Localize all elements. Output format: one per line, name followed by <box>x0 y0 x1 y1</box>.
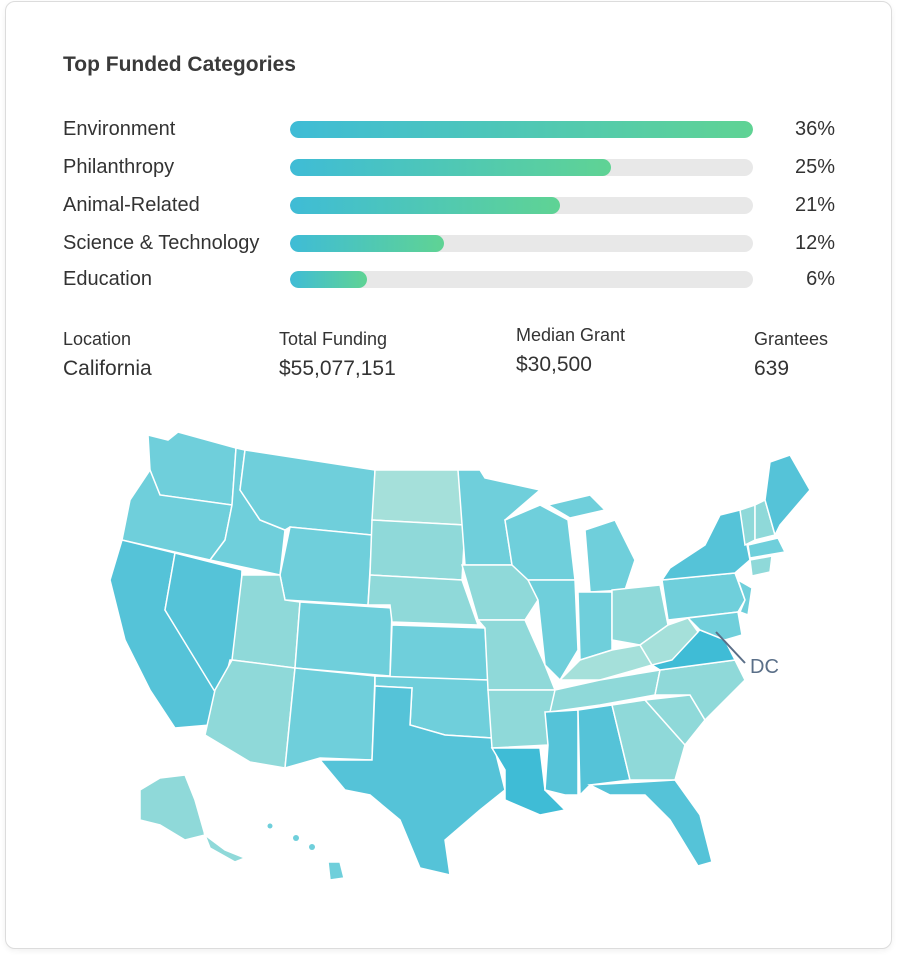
state-nebraska[interactable] <box>367 574 480 626</box>
state-kansas[interactable] <box>389 624 489 681</box>
category-bar-fill <box>290 271 368 288</box>
dc-callout-line <box>715 631 746 664</box>
state-michigan[interactable] <box>584 519 636 593</box>
category-bar-fill <box>290 235 445 252</box>
category-row: Education 6% <box>0 267 898 291</box>
category-row: Philanthropy 25% <box>0 155 898 179</box>
stat-value: $30,500 <box>516 353 592 376</box>
state-washington[interactable] <box>147 431 237 506</box>
state-hawaii-islet <box>293 835 299 841</box>
category-bar-fill <box>290 159 612 176</box>
stat-value: $55,077,151 <box>279 357 396 380</box>
state-hawaii[interactable] <box>327 861 345 881</box>
state-south-dakota[interactable] <box>369 519 466 581</box>
state-new-mexico[interactable] <box>284 667 376 770</box>
state-florida[interactable] <box>587 779 713 867</box>
state-north-dakota[interactable] <box>371 469 466 526</box>
state-mississippi[interactable] <box>544 709 579 796</box>
state-new-jersey[interactable] <box>736 578 753 617</box>
category-bar-fill <box>290 121 753 138</box>
category-row: Science & Technology 12% <box>0 231 898 255</box>
state-maryland[interactable] <box>686 611 743 641</box>
state-west-virginia[interactable] <box>639 617 699 666</box>
category-label: Animal-Related <box>63 194 200 216</box>
stat-label: Grantees <box>754 329 829 349</box>
category-label: Environment <box>63 118 176 140</box>
category-bar-track <box>290 197 753 214</box>
state-texas[interactable] <box>318 685 506 876</box>
stat-value: California <box>63 357 152 380</box>
state-hawaii-islet <box>267 823 273 829</box>
category-bar-track <box>290 235 753 252</box>
category-bar-track <box>290 121 753 138</box>
category-percent: 12% <box>794 232 835 254</box>
state-maine[interactable] <box>764 454 811 538</box>
state-indiana[interactable] <box>577 591 613 662</box>
category-percent: 21% <box>794 194 835 216</box>
stat-label: Total Funding <box>279 329 388 349</box>
stat-median-grant: Median Grant $30,500 <box>516 325 625 377</box>
dc-label: DC <box>750 656 779 678</box>
stat-value: 639 <box>754 357 790 380</box>
state-massachusetts[interactable] <box>747 537 787 559</box>
category-label: Philanthropy <box>63 156 175 178</box>
stat-location: Location California <box>63 329 152 381</box>
category-row: Environment 36% <box>0 117 898 141</box>
category-row: Animal-Related 21% <box>0 193 898 217</box>
category-bar-track <box>290 271 753 288</box>
state-colorado[interactable] <box>294 601 393 677</box>
category-percent: 36% <box>794 118 835 140</box>
state-michigan-upper[interactable] <box>546 494 607 519</box>
state-wyoming[interactable] <box>279 526 373 606</box>
state-georgia[interactable] <box>611 699 686 781</box>
state-new-york[interactable] <box>660 509 751 581</box>
state-louisiana[interactable] <box>490 747 567 816</box>
state-wisconsin[interactable] <box>504 504 576 581</box>
stat-label: Median Grant <box>516 325 626 345</box>
card-title: Top Funded Categories <box>63 53 296 76</box>
category-bar-track <box>290 159 753 176</box>
stat-grantees: Grantees 639 <box>754 329 828 381</box>
category-bar-fill <box>290 197 560 214</box>
stat-label: Location <box>63 329 132 349</box>
category-percent: 6% <box>806 268 835 290</box>
state-nevada[interactable] <box>164 552 243 702</box>
us-map: DC <box>109 431 811 881</box>
category-percent: 25% <box>794 156 835 178</box>
state-hawaii-islet <box>309 844 315 850</box>
category-label: Science & Technology <box>63 232 260 254</box>
category-label: Education <box>63 268 152 290</box>
state-alaska[interactable] <box>139 774 206 841</box>
state-alaska-tail[interactable] <box>203 832 248 863</box>
stat-total-funding: Total Funding $55,077,151 <box>279 329 396 381</box>
state-connecticut[interactable] <box>749 555 773 577</box>
